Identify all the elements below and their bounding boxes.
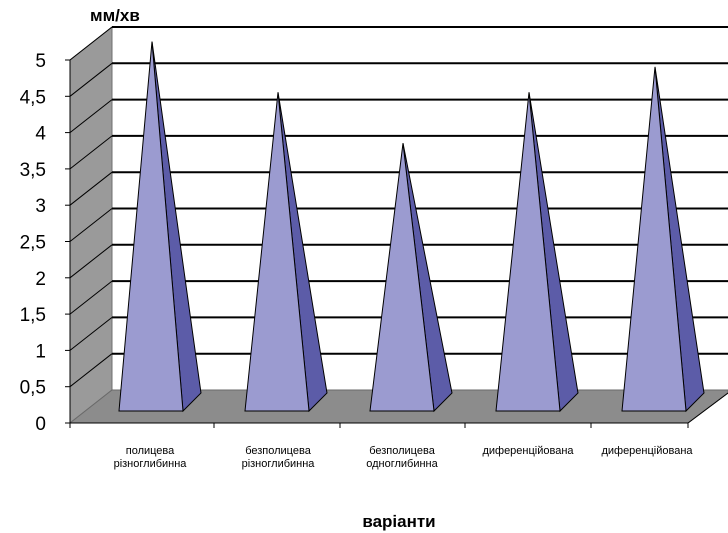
y-tick-label: 1,5 <box>20 305 46 326</box>
pyramid-bar <box>244 92 328 413</box>
gridline-diagonal <box>69 280 113 315</box>
y-axis: 0 0,5 1 1,5 2 2,5 3 3,5 4 4,5 5 <box>20 51 71 435</box>
gridline-diagonal <box>69 171 113 206</box>
y-tick-label: 2,5 <box>20 233 46 254</box>
gridline-diagonal <box>69 135 113 170</box>
x-tick-label: диференційована <box>482 445 574 457</box>
gridline-diagonal <box>69 62 113 97</box>
x-tick-label: безполицева різноглибинна <box>242 445 316 470</box>
x-tick-label: диференційована <box>601 445 693 457</box>
y-tick-label: 0 <box>35 414 46 435</box>
x-axis-depth-line <box>687 392 728 424</box>
x-axis-title: варіанти <box>362 512 435 531</box>
y-tick-label: 2 <box>35 269 46 290</box>
gridline-diagonal <box>69 353 113 388</box>
y-tick-label: 3,5 <box>20 160 46 181</box>
pyramid-front-face <box>621 66 687 412</box>
pyramid-series <box>118 41 705 413</box>
y-tick-label: 4 <box>35 124 46 145</box>
x-tick-label: полицева різноглибинна <box>114 445 188 470</box>
pyramid-bar <box>118 41 202 413</box>
gridline-diagonal <box>69 99 113 133</box>
y-tick-label: 5 <box>35 51 46 72</box>
pyramid-front-face <box>495 92 561 412</box>
pyramid-front-face <box>118 41 184 412</box>
gridline-diagonal <box>69 26 113 61</box>
gridline-diagonal <box>69 208 113 242</box>
y-tick-label: 3 <box>35 196 46 217</box>
pyramid-front-face <box>244 92 310 412</box>
y-axis-title: мм/хв <box>90 6 140 25</box>
pyramid-bar <box>369 143 453 413</box>
y-tick-label: 1 <box>35 341 46 362</box>
gridline-diagonal <box>69 244 113 279</box>
pyramid-bar <box>495 92 579 413</box>
x-tick-label: безполицева одноглибинна <box>366 445 438 470</box>
y-tick-label: 0,5 <box>20 378 46 399</box>
gridline-diagonal <box>69 317 113 351</box>
pyramid-bar <box>621 66 705 413</box>
x-axis: полицева різноглибинна безполицева різногли… <box>69 392 728 470</box>
y-tick-label: 4,5 <box>20 87 46 108</box>
pyramid-front-face <box>369 143 435 412</box>
